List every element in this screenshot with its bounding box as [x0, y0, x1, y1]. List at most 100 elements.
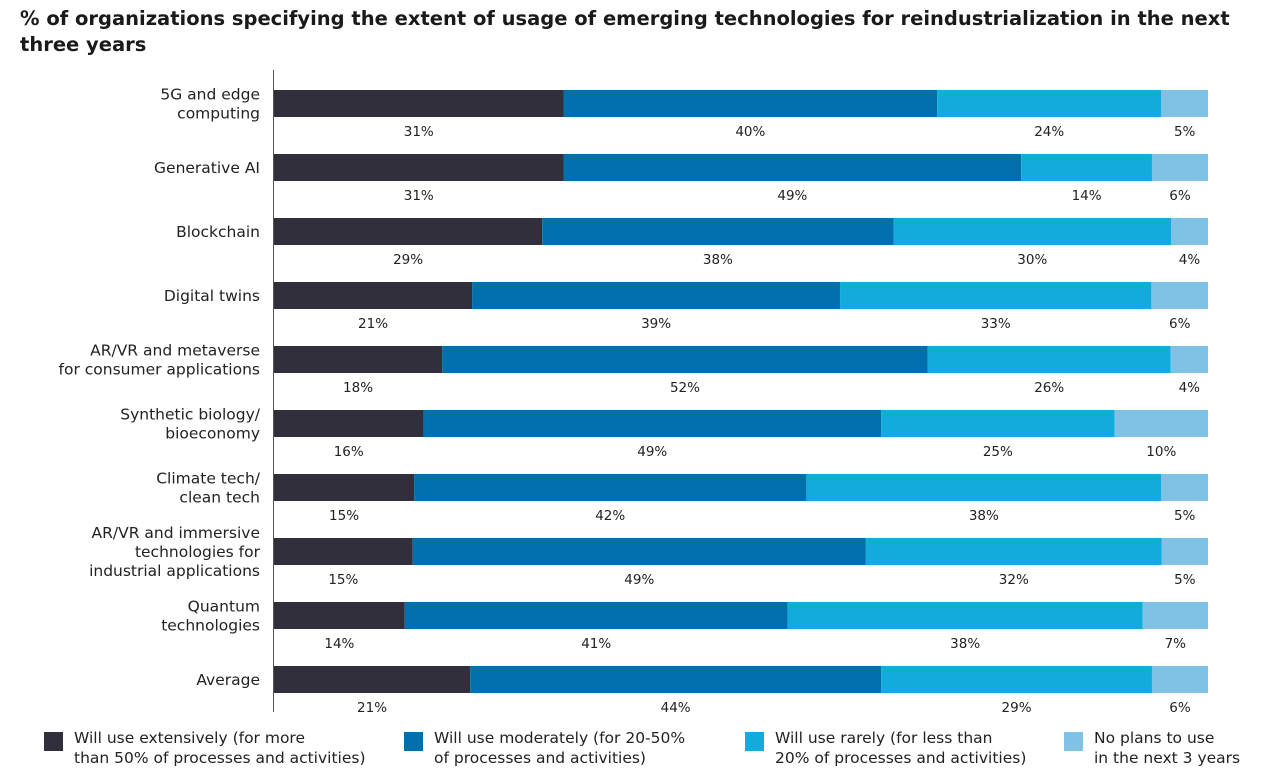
data-label: 39%	[641, 316, 671, 332]
data-label: 5%	[1174, 124, 1196, 140]
category-label: Synthetic biology/bioeconomy	[120, 406, 261, 443]
data-label: 42%	[595, 508, 625, 524]
data-label: 52%	[670, 380, 700, 396]
category-label: AR/VR and immersive technologies for indus…	[89, 524, 261, 580]
data-label: 4%	[1179, 252, 1201, 268]
bar-segment	[274, 474, 415, 501]
bar-segment	[865, 538, 1162, 565]
data-label: 21%	[357, 700, 387, 716]
data-label: 5%	[1174, 572, 1196, 588]
bar-segment	[893, 218, 1172, 245]
bar-segment	[927, 346, 1171, 373]
legend-swatch-moderate	[404, 732, 423, 751]
data-label: 49%	[777, 188, 807, 204]
legend-label-moderate: Will use moderately (for 20-50% of proce…	[434, 729, 686, 767]
bar-segment	[881, 410, 1115, 437]
data-label: 49%	[637, 444, 667, 460]
data-label: 24%	[1034, 124, 1064, 140]
data-label: 4%	[1179, 380, 1201, 396]
legend-label-extensive: Will use extensively (for more than 50% …	[74, 729, 366, 767]
data-label: 10%	[1146, 444, 1176, 460]
bar-segment	[404, 602, 788, 629]
bar-segment	[274, 154, 564, 181]
bar-segment	[274, 218, 543, 245]
data-label: 38%	[969, 508, 999, 524]
bar-segment	[1151, 154, 1208, 181]
category-label: 5G and edge computing	[160, 86, 260, 123]
bar-segment	[274, 538, 413, 565]
bar-segment	[787, 602, 1143, 629]
data-label: 21%	[358, 316, 388, 332]
bar-segment	[937, 90, 1162, 117]
data-label: 6%	[1169, 188, 1191, 204]
bar-segment	[414, 474, 807, 501]
data-label: 7%	[1165, 636, 1187, 652]
legend-swatch-no-plans	[1064, 732, 1083, 751]
category-label: AR/VR and metaverse for consumer applicat…	[59, 342, 260, 379]
data-label: 14%	[324, 636, 354, 652]
bar-segment	[1161, 90, 1208, 117]
data-label: 16%	[334, 444, 364, 460]
bar-segment	[470, 666, 882, 693]
category-label: Quantum technologies	[161, 598, 260, 635]
data-label: 15%	[328, 572, 358, 588]
bar-segment	[1170, 346, 1208, 373]
legend-swatch-extensive	[44, 732, 63, 751]
data-label: 6%	[1169, 316, 1191, 332]
data-label: 29%	[1002, 700, 1032, 716]
legend-item-no-plans: No plans to use in the next 3 years	[1064, 728, 1240, 768]
bar-segment	[274, 666, 471, 693]
data-label: 29%	[393, 252, 423, 268]
bar-segment	[274, 346, 443, 373]
category-label: Blockchain	[176, 223, 260, 241]
bar-segment	[1161, 474, 1208, 501]
data-label: 14%	[1072, 188, 1102, 204]
category-label: Climate tech/clean tech	[156, 470, 261, 507]
bar-segment	[274, 282, 473, 309]
bar-segment	[1021, 154, 1152, 181]
bar-segment	[881, 666, 1152, 693]
data-label: 31%	[404, 124, 434, 140]
legend-swatch-rare	[745, 732, 764, 751]
bar-segment	[472, 282, 841, 309]
legend-item-extensive: Will use extensively (for more than 50% …	[44, 728, 366, 768]
data-label: 31%	[404, 188, 434, 204]
bar-segment	[274, 90, 564, 117]
chart-legend: Will use extensively (for more than 50% …	[0, 728, 1272, 772]
data-label: 44%	[661, 700, 691, 716]
category-label: Generative AI	[154, 159, 260, 177]
data-label: 15%	[329, 508, 359, 524]
data-label: 33%	[981, 316, 1011, 332]
bar-segment	[1161, 538, 1208, 565]
bar-segment	[1151, 666, 1208, 693]
data-label: 38%	[703, 252, 733, 268]
data-label: 40%	[735, 124, 765, 140]
bar-segment	[274, 602, 405, 629]
bar-segment	[840, 282, 1152, 309]
legend-item-rare: Will use rarely (for less than 20% of pr…	[745, 728, 1026, 768]
data-label: 26%	[1034, 380, 1064, 396]
bar-segment	[442, 346, 928, 373]
data-label: 30%	[1017, 252, 1047, 268]
bar-segment	[563, 154, 1022, 181]
bar-segment	[412, 538, 866, 565]
data-label: 38%	[950, 636, 980, 652]
bar-segment	[563, 90, 938, 117]
data-label: 41%	[581, 636, 611, 652]
bar-segment	[1142, 602, 1208, 629]
category-label: Average	[196, 671, 260, 689]
bar-segment	[423, 410, 882, 437]
legend-label-rare: Will use rarely (for less than 20% of pr…	[775, 729, 1027, 767]
data-label: 6%	[1169, 700, 1191, 716]
bar-segment	[1114, 410, 1208, 437]
legend-item-moderate: Will use moderately (for 20-50% of proce…	[404, 728, 685, 768]
data-label: 5%	[1174, 508, 1196, 524]
bar-segment	[274, 410, 424, 437]
category-label: Digital twins	[164, 287, 260, 305]
chart-title: % of organizations specifying the extent…	[20, 7, 1230, 56]
bar-segment	[1171, 218, 1208, 245]
data-label: 25%	[983, 444, 1013, 460]
data-label: 49%	[624, 572, 654, 588]
bar-segment	[1151, 282, 1208, 309]
